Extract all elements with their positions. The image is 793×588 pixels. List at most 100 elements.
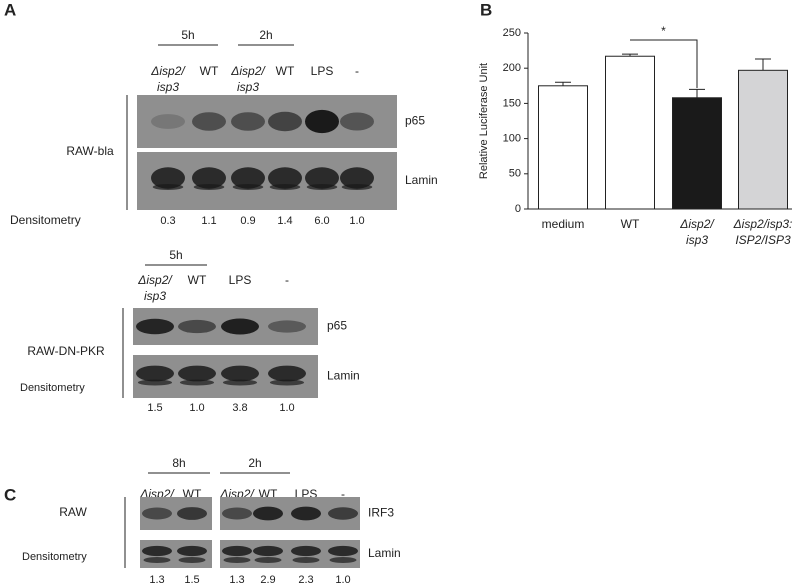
significance-bracket: [630, 39, 698, 88]
densitometry-value: 1.0: [279, 402, 294, 414]
y-axis-title: Relative Luciferase Unit: [478, 63, 490, 179]
densitometry-label: Densitometry: [22, 551, 87, 563]
x-tick-label: WT: [621, 217, 640, 231]
band: [329, 557, 357, 563]
lane-label: WT: [276, 64, 295, 78]
densitometry-value: 1.0: [349, 215, 364, 227]
band: [178, 557, 206, 563]
band: [268, 365, 306, 382]
densitometry-label: Densitometry: [10, 213, 81, 227]
densitometry-value: 1.5: [147, 402, 162, 414]
band: [231, 112, 265, 131]
cell-line-label: RAW: [59, 505, 87, 519]
row-label: Lamin: [405, 173, 438, 187]
band: [254, 557, 282, 563]
densitometry-value: 1.0: [335, 574, 350, 586]
densitometry-value: 6.0: [314, 215, 329, 227]
band: [177, 545, 207, 557]
y-tick-label: 250: [503, 27, 521, 39]
densitometry-value: 1.0: [189, 402, 204, 414]
significance-star: *: [661, 24, 666, 38]
band: [137, 379, 173, 386]
lane-label: Δisp2/isp3: [137, 273, 173, 303]
panel-label: B: [480, 0, 492, 19]
band: [269, 184, 301, 190]
densitometry-value: 1.5: [184, 574, 199, 586]
cell-line-label: RAW-DN-PKR: [27, 344, 105, 358]
error-bar: [755, 58, 771, 71]
row-label: p65: [327, 319, 347, 333]
x-tick-label: medium: [542, 217, 585, 231]
row-label: Lamin: [368, 546, 401, 560]
band: [291, 545, 321, 557]
lane-label: LPS: [229, 273, 252, 287]
band: [340, 112, 374, 131]
densitometry-value: 2.3: [298, 574, 313, 586]
y-tick-label: 100: [503, 133, 521, 145]
band: [340, 167, 374, 189]
densitometry-value: 3.8: [232, 402, 247, 414]
densitometry-value: 0.3: [160, 215, 175, 227]
densitometry-label: Densitometry: [20, 382, 85, 394]
lane-label: Δisp2/isp3: [150, 64, 186, 94]
band: [143, 557, 171, 563]
band: [253, 506, 283, 521]
row-label: Lamin: [327, 369, 360, 383]
lane-label: WT: [188, 273, 207, 287]
error-bar: [689, 88, 705, 98]
bar: [605, 55, 655, 210]
lane-label: LPS: [311, 64, 334, 78]
band: [305, 167, 339, 189]
band: [178, 365, 216, 382]
band: [305, 109, 339, 134]
panel-label: A: [4, 0, 16, 19]
band: [328, 507, 358, 520]
band: [142, 507, 172, 520]
band: [268, 320, 306, 333]
band: [222, 507, 252, 520]
band: [193, 184, 225, 190]
band: [179, 379, 215, 386]
error-bar: [555, 81, 571, 86]
x-tick-label: Δisp2/isp3: ISP2/ISP3: [733, 217, 793, 247]
densitometry-value: 1.4: [277, 215, 292, 227]
band: [221, 365, 259, 382]
band: [222, 545, 252, 557]
y-tick-label: 0: [515, 203, 521, 215]
time-label: 2h: [259, 28, 272, 42]
y-tick-label: 50: [509, 168, 521, 180]
band: [231, 167, 265, 189]
y-tick-label: 200: [503, 62, 521, 74]
row-label: p65: [405, 114, 425, 128]
band: [192, 167, 226, 189]
band: [136, 318, 174, 335]
lane-label: -: [285, 273, 289, 287]
band: [136, 365, 174, 382]
lane-label: -: [355, 64, 359, 78]
band: [151, 167, 185, 189]
band: [142, 545, 172, 557]
band: [151, 114, 185, 129]
time-label: 8h: [172, 456, 185, 470]
lane-label: Δisp2/isp3: [230, 64, 266, 94]
band: [306, 184, 338, 190]
band: [222, 379, 258, 386]
densitometry-value: 1.3: [229, 574, 244, 586]
time-label: 5h: [169, 248, 182, 262]
time-label: 5h: [181, 28, 194, 42]
lane-label: WT: [200, 64, 219, 78]
band: [328, 545, 358, 557]
densitometry-value: 1.3: [149, 574, 164, 586]
bar: [672, 97, 722, 210]
densitometry-value: 1.1: [201, 215, 216, 227]
time-label: 2h: [248, 456, 261, 470]
band: [253, 545, 283, 557]
cell-line-label: RAW-bla: [66, 144, 114, 158]
band: [268, 167, 302, 189]
band: [291, 506, 321, 521]
panel-label: C: [4, 485, 16, 504]
band: [268, 111, 302, 132]
band: [192, 112, 226, 131]
row-label: IRF3: [368, 506, 394, 520]
